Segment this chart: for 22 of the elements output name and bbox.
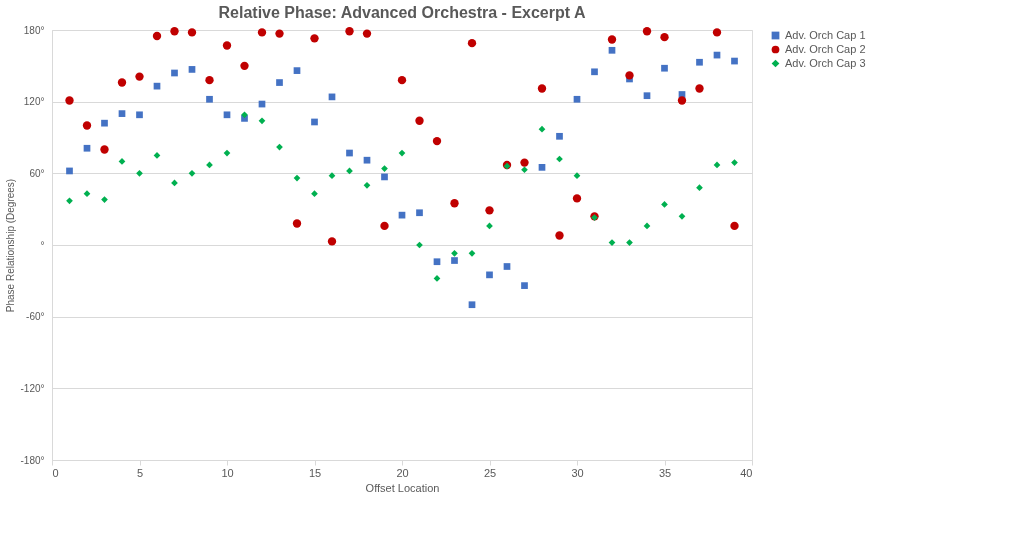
- x-axis-title: Offset Location: [365, 481, 440, 494]
- x-tick-label: 30: [571, 466, 584, 479]
- x-tick-label: 10: [221, 466, 234, 479]
- y-axis-title: Phase Relationship (Degrees): [5, 178, 17, 313]
- y-tick-label: -60°: [26, 311, 45, 323]
- x-tick-label: 20: [396, 466, 409, 479]
- x-tick-label: 35: [658, 466, 672, 479]
- chart-title: Relative Phase: Advanced Orchestra - Excerpt A: [218, 4, 586, 21]
- y-tick-label: -120°: [20, 382, 45, 394]
- legend-label: Adv. Orch Cap 2: [785, 42, 866, 55]
- x-tick-label: 25: [483, 466, 497, 479]
- x-tick-label: 5: [136, 466, 144, 479]
- y-tick-label: 120°: [23, 96, 45, 108]
- legend-label: Adv. Orch Cap 1: [785, 28, 866, 41]
- x-tick-label: 15: [308, 466, 322, 479]
- y-tick-label: -180°: [20, 454, 45, 466]
- legend-label: Adv. Orch Cap 3: [785, 56, 866, 69]
- x-tick-label: 0: [52, 466, 59, 479]
- y-tick-label: °: [40, 239, 45, 251]
- y-tick-label: 180°: [23, 24, 45, 36]
- x-tick-label: 40: [740, 466, 753, 479]
- y-tick-label: 60°: [29, 167, 45, 179]
